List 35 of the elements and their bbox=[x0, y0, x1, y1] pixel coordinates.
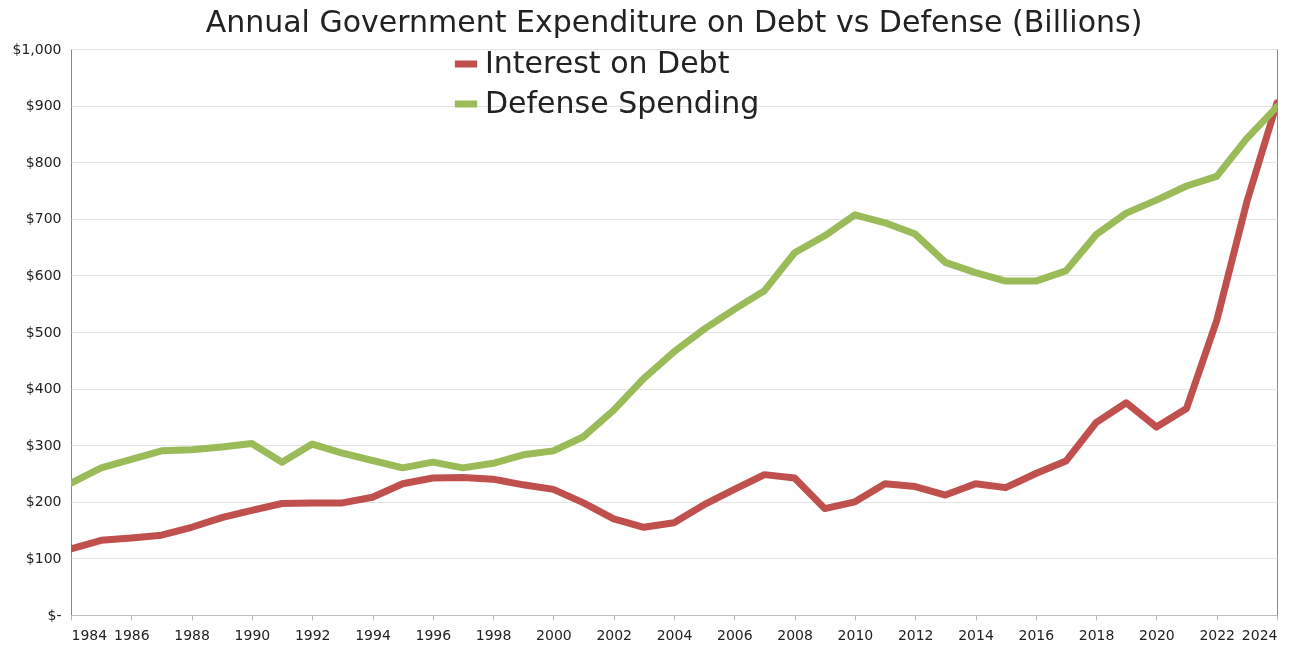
y-tick-label: $500 bbox=[25, 323, 62, 340]
x-tick-label: 2014 bbox=[958, 626, 994, 643]
x-tick-label: 1984 bbox=[71, 626, 108, 643]
y-tick-label: $800 bbox=[25, 153, 62, 170]
x-tick-label: 1992 bbox=[294, 626, 331, 643]
x-tick-label: 2008 bbox=[777, 626, 813, 643]
y-tick-label: $- bbox=[47, 606, 62, 623]
x-tick-label: 2018 bbox=[1078, 626, 1115, 643]
x-tick-label: 2006 bbox=[716, 626, 753, 643]
y-tick-label: $300 bbox=[25, 436, 62, 453]
x-tick-label: 2010 bbox=[837, 626, 874, 643]
legend-label: Interest on Debt bbox=[485, 45, 730, 80]
y-tick-label: $700 bbox=[25, 210, 62, 227]
y-tick-label: $600 bbox=[25, 266, 62, 283]
y-tick-label: $100 bbox=[25, 549, 62, 566]
y-tick-label: $900 bbox=[25, 97, 62, 114]
x-tick-label: 2004 bbox=[656, 626, 693, 643]
x-tick-label: 1990 bbox=[234, 626, 271, 643]
x-tick-label: 1986 bbox=[113, 626, 150, 643]
x-tick-label: 2002 bbox=[596, 626, 633, 643]
legend-label: Defense Spending bbox=[485, 85, 760, 120]
x-tick-label: 2022 bbox=[1199, 626, 1236, 643]
x-tick-label: 1988 bbox=[174, 626, 210, 643]
y-tick-label: $400 bbox=[25, 380, 62, 397]
x-tick-label: 2012 bbox=[897, 626, 934, 643]
x-tick-label: 1998 bbox=[475, 626, 512, 643]
x-tick-label: 2000 bbox=[536, 626, 572, 643]
y-tick-label: $1,000 bbox=[12, 40, 62, 57]
x-tick-label: 1996 bbox=[415, 626, 452, 643]
chart-title: Annual Government Expenditure on Debt vs Defense (Billions) bbox=[205, 4, 1143, 39]
y-tick-label: $200 bbox=[25, 493, 62, 510]
x-tick-label: 2016 bbox=[1018, 626, 1055, 643]
x-tick-label: 1994 bbox=[355, 626, 391, 643]
x-tick-label: 2020 bbox=[1139, 626, 1175, 643]
x-tick-label: 2024 bbox=[1241, 626, 1278, 643]
